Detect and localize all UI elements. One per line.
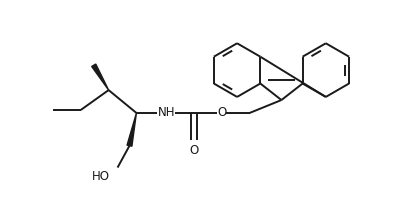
Text: NH: NH [158,106,175,119]
Text: HO: HO [92,170,110,183]
Text: O: O [217,106,226,119]
Polygon shape [92,64,109,90]
Polygon shape [127,113,136,146]
Text: O: O [190,144,199,157]
